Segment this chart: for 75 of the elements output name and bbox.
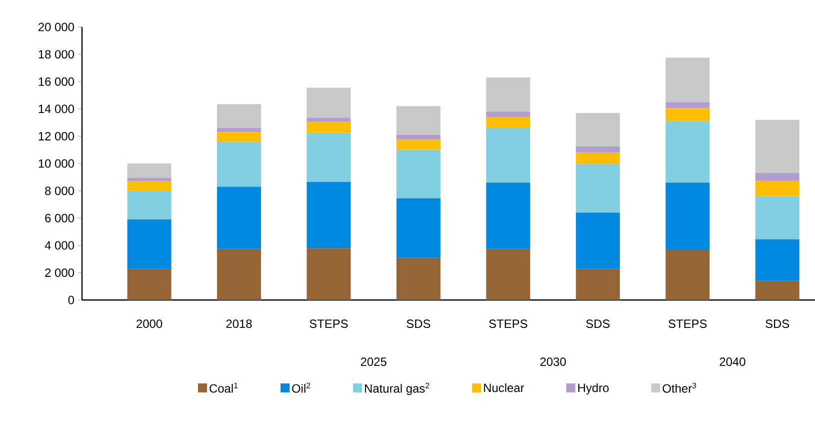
legend-label: Hydro [578,383,609,394]
bar [755,196,800,240]
y-tick-label: 20 000 [38,22,74,32]
bar [396,198,440,258]
bar [127,268,172,300]
bar [576,268,620,300]
bar [306,132,351,182]
legend-label: Oil$^{2}$ [292,382,310,393]
bar [306,122,351,133]
y-tick-label: 16 000 [38,77,74,86]
x-tick-label: STEPS [310,320,348,328]
bar [486,182,530,249]
x-tick-label: STEPS [489,320,528,328]
x-tick-label: SDS [406,320,430,328]
bar [217,104,262,128]
bar [217,186,262,249]
bar [666,102,710,108]
bar [306,248,351,300]
bar [666,108,710,122]
text: 2025 [360,358,386,366]
y-tick-label: 6 000 [45,214,74,222]
y-tick-label: 12 000 [38,132,74,140]
bar [217,142,262,187]
bar [217,248,262,300]
bar [306,118,351,122]
x-tick-label: STEPS [668,320,707,328]
bar [127,190,172,220]
y-tick-label: 18 000 [38,50,74,59]
bar [306,88,351,118]
legend-label: Natural gas$^{2}$ [365,382,430,396]
x-tick-label: 2018 [226,320,252,328]
y-tick-label: 10 000 [38,159,74,168]
bar [127,163,172,178]
bar [666,121,710,183]
bar [217,132,262,142]
legend-label: Nuclear [484,383,524,392]
x-tick-label: 2000 [136,320,162,328]
bar [755,280,800,300]
y-tick-label: 2 000 [45,268,74,277]
x-tick-label: SDS [766,320,790,328]
bar [217,128,262,132]
bar [576,152,620,164]
bar [576,164,620,213]
bar [576,112,620,146]
legend-label: Other$^{3}$ [662,382,696,393]
text: 2030 [540,358,566,366]
bar [396,106,440,135]
bar [576,146,620,153]
bar [306,182,351,248]
bar [666,182,710,250]
bar [396,140,440,150]
bar [755,120,800,174]
bar [666,249,710,300]
text: 2040 [720,358,746,366]
y-tick-label: 4 000 [44,241,74,250]
bar [396,150,440,198]
bar [755,173,800,181]
bar [396,134,440,140]
bar [576,212,620,269]
bar [486,112,530,118]
y-tick-label: 14 000 [38,104,74,114]
bar [486,128,530,183]
bar [755,239,800,281]
bar [666,58,710,102]
bar [486,117,530,128]
bar [127,181,172,191]
bar [127,219,172,269]
bar [396,258,440,300]
y-tick-label: 8 000 [45,186,74,196]
bar [486,248,530,300]
bar [755,180,800,196]
legend-label: Coal$^{1}$ [210,382,238,393]
y-tick-label: 0 [68,296,74,304]
bar [486,78,530,112]
x-tick-label: SDS [586,320,610,328]
